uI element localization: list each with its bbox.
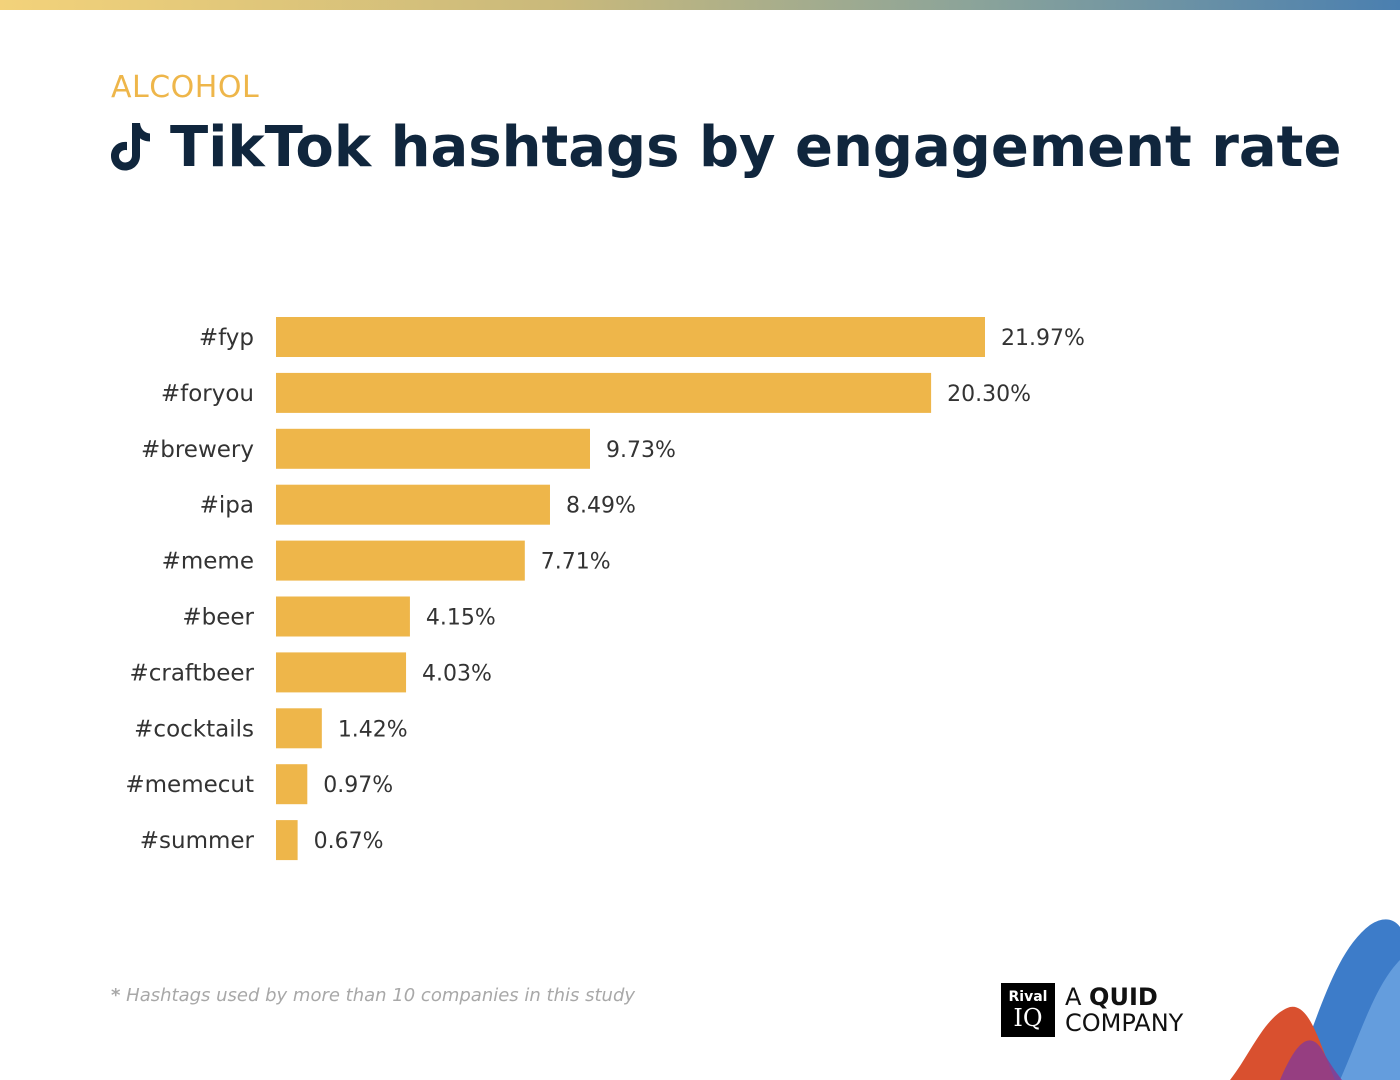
bar bbox=[276, 708, 322, 749]
category-label: #ipa bbox=[200, 493, 254, 519]
value-label: 7.71% bbox=[541, 550, 611, 575]
category-label: #summer bbox=[140, 828, 255, 854]
bar bbox=[276, 484, 550, 525]
footnote-star: * bbox=[111, 985, 121, 1006]
value-label: 4.03% bbox=[422, 661, 492, 686]
rival-logo-line2: IQ bbox=[1013, 1003, 1043, 1032]
rival-iq-logo: Rival IQ bbox=[1001, 983, 1055, 1037]
value-label: 21.97% bbox=[1001, 326, 1085, 351]
footnote: * Hashtags used by more than 10 companie… bbox=[111, 985, 635, 1006]
quid-name: QUID bbox=[1089, 983, 1158, 1011]
category-label: #foryou bbox=[161, 381, 254, 407]
value-label: 1.42% bbox=[338, 717, 408, 742]
value-label: 20.30% bbox=[947, 382, 1031, 407]
category-label: ALCOHOL bbox=[111, 70, 260, 105]
value-label: 9.73% bbox=[606, 438, 676, 463]
category-label: #brewery bbox=[141, 437, 254, 463]
quid-company-text: A QUID COMPANY bbox=[1065, 984, 1183, 1036]
bar bbox=[276, 317, 985, 357]
bar bbox=[276, 652, 407, 693]
bar bbox=[276, 540, 525, 581]
bar bbox=[276, 764, 308, 805]
tiktok-icon bbox=[111, 123, 150, 171]
category-label: #memecut bbox=[125, 772, 254, 798]
value-label: 4.15% bbox=[426, 606, 496, 631]
bar bbox=[276, 820, 298, 861]
category-label: #craftbeer bbox=[129, 660, 254, 686]
page-title: TikTok hashtags by engagement rate bbox=[170, 114, 1342, 180]
bar bbox=[276, 428, 590, 469]
top-gradient-bar bbox=[0, 0, 1400, 10]
quid-prefix: A bbox=[1065, 983, 1090, 1011]
title-row: TikTok hashtags by engagement rate bbox=[108, 112, 1341, 182]
category-label: #beer bbox=[182, 605, 254, 631]
corner-wave-decoration bbox=[1230, 919, 1400, 1080]
category-label: #meme bbox=[162, 549, 254, 575]
value-label: 0.97% bbox=[323, 773, 393, 798]
footnote-text: Hashtags used by more than 10 companies … bbox=[126, 985, 636, 1006]
quid-suffix: COMPANY bbox=[1065, 1009, 1184, 1037]
bar bbox=[276, 596, 410, 637]
value-label: 0.67% bbox=[314, 829, 384, 854]
brand-logo: Rival IQ A QUID COMPANY bbox=[1001, 983, 1183, 1037]
value-label: 8.49% bbox=[566, 494, 636, 519]
rival-logo-line1: Rival bbox=[1008, 988, 1048, 1005]
category-label: #cocktails bbox=[134, 716, 254, 742]
category-label: #fyp bbox=[199, 325, 254, 351]
bar bbox=[276, 372, 932, 413]
bar-chart: #fyp 21.97% #foryou 20.30% #brewery 9.73% #ipa… bbox=[125, 317, 1085, 861]
